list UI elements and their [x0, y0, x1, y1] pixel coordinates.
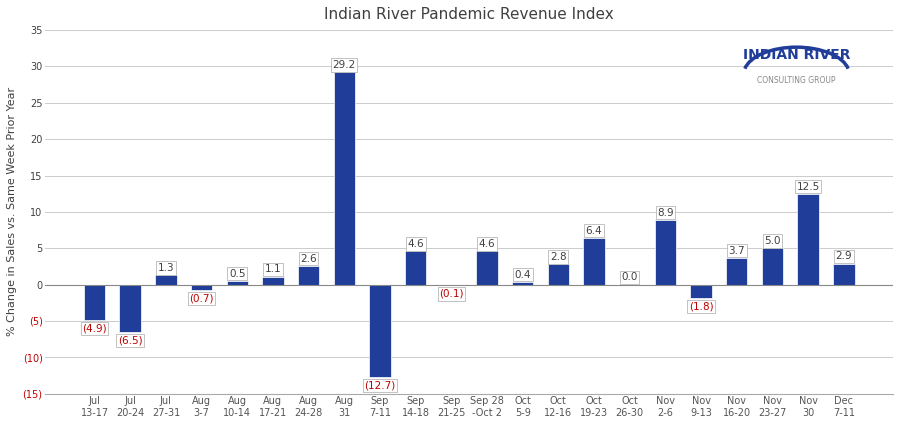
Bar [833, 264, 854, 285]
Text: 0.4: 0.4 [515, 269, 531, 280]
Title: Indian River Pandemic Revenue Index: Indian River Pandemic Revenue Index [324, 7, 614, 22]
Text: 12.5: 12.5 [796, 181, 820, 192]
Bar [298, 266, 320, 285]
Bar [334, 72, 355, 285]
Bar [120, 285, 141, 332]
Text: 0.5: 0.5 [229, 269, 246, 279]
Text: 2.8: 2.8 [550, 252, 567, 262]
Bar [761, 248, 783, 285]
Text: (0.7): (0.7) [189, 293, 214, 303]
Text: 1.1: 1.1 [265, 264, 281, 275]
Bar [84, 285, 105, 320]
Bar [726, 258, 748, 285]
Text: 4.6: 4.6 [479, 239, 495, 249]
Y-axis label: % Change in Sales vs. Same Week Prior Year: % Change in Sales vs. Same Week Prior Ye… [7, 87, 17, 337]
Bar [690, 285, 712, 297]
Bar [583, 238, 605, 285]
Bar [797, 194, 819, 285]
Bar [512, 282, 534, 285]
Bar [476, 251, 498, 285]
Text: 3.7: 3.7 [728, 246, 745, 255]
Text: 5.0: 5.0 [764, 236, 780, 246]
Text: CONSULTING GROUP: CONSULTING GROUP [757, 76, 836, 85]
Text: 2.6: 2.6 [301, 253, 317, 264]
Bar [405, 251, 427, 285]
Bar [262, 277, 284, 285]
Text: 2.9: 2.9 [835, 251, 852, 261]
Bar [548, 264, 569, 285]
Bar [191, 285, 212, 290]
Bar [369, 285, 391, 377]
Text: 1.3: 1.3 [158, 263, 175, 273]
Text: INDIAN RIVER: INDIAN RIVER [742, 48, 850, 62]
Text: (0.1): (0.1) [439, 289, 464, 299]
Text: (4.9): (4.9) [82, 324, 107, 334]
Text: 6.4: 6.4 [586, 226, 602, 236]
Bar [227, 281, 248, 285]
Bar [155, 275, 176, 285]
Bar [654, 220, 676, 285]
Text: 8.9: 8.9 [657, 208, 674, 218]
Text: 4.6: 4.6 [408, 239, 424, 249]
Text: (12.7): (12.7) [364, 380, 396, 391]
Text: (6.5): (6.5) [118, 335, 142, 346]
Text: 0.0: 0.0 [622, 272, 638, 282]
Text: (1.8): (1.8) [688, 301, 714, 312]
Text: 29.2: 29.2 [333, 60, 356, 70]
